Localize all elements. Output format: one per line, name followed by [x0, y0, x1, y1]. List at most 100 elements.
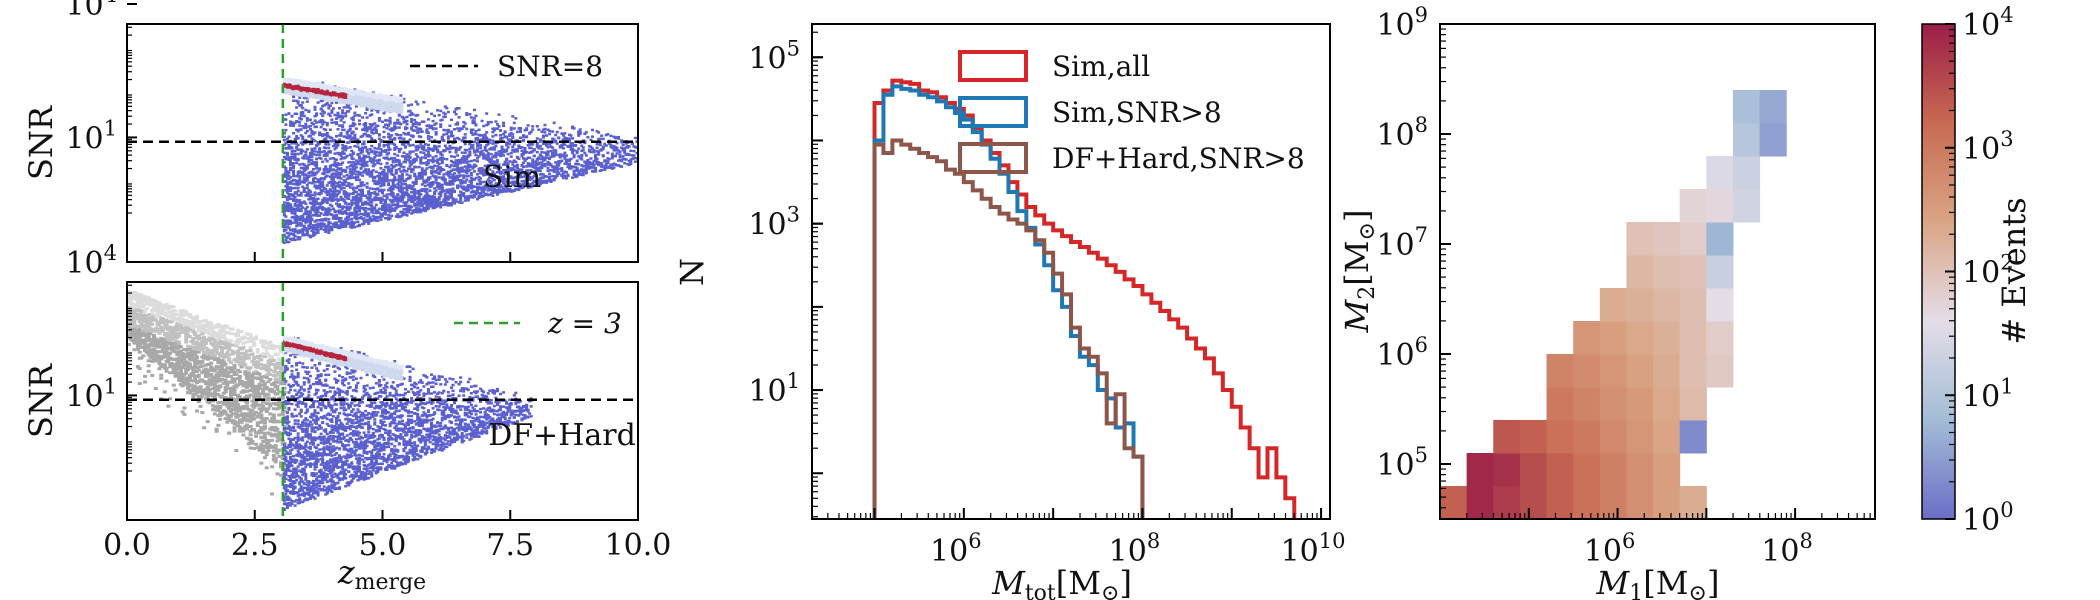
- blue-density-cell: [417, 198, 421, 202]
- blue-density-cell: [359, 199, 363, 202]
- blue-density-cell: [290, 228, 294, 232]
- blue-density-cell: [296, 148, 300, 151]
- sim-annotation: Sim: [483, 160, 542, 195]
- blue-density-cell: [311, 208, 315, 212]
- blue-density-cell: [411, 150, 415, 153]
- blue-density-cell: [413, 182, 417, 185]
- blue-density-cell: [387, 148, 391, 151]
- blue-density-cell: [293, 155, 297, 159]
- blue-density-cell: [313, 173, 317, 177]
- blue-density-cell: [411, 211, 415, 214]
- blue-density-cell: [350, 213, 354, 217]
- blue-density-cell: [356, 193, 360, 196]
- grey-density-cell: [153, 350, 158, 354]
- blue-density-cell: [449, 194, 453, 198]
- blue-density-cell: [288, 159, 292, 163]
- blue-density-cell: [410, 163, 414, 166]
- blue-density-cell: [348, 168, 352, 171]
- grey-density-cell: [157, 306, 162, 310]
- blue-density-cell: [459, 201, 463, 204]
- blue-density-cell: [563, 162, 567, 166]
- blue-density-cell: [348, 134, 352, 138]
- blue-density-cell: [361, 150, 365, 154]
- blue-density-cell: [442, 139, 446, 143]
- blue-density-cell: [492, 146, 496, 149]
- blue-density-cell: [315, 125, 319, 129]
- blue-density-cell: [483, 138, 487, 141]
- blue-density-cell: [417, 177, 421, 180]
- blue-density-cell: [552, 155, 556, 158]
- blue-density-cell: [390, 172, 394, 176]
- blue-density-cell: [480, 119, 484, 123]
- blue-density-cell: [348, 174, 352, 178]
- blue-density-cell: [334, 198, 338, 201]
- blue-density-cell: [345, 177, 349, 181]
- blue-density-cell: [304, 173, 308, 176]
- blue-density-cell: [491, 142, 495, 145]
- blue-density-cell: [282, 118, 286, 121]
- blue-density-cell: [333, 180, 337, 184]
- blue-density-cell: [305, 183, 309, 187]
- blue-density-cell: [295, 145, 299, 149]
- blue-density-cell: [572, 127, 576, 130]
- blue-density-cell: [491, 172, 495, 176]
- blue-density-cell: [572, 144, 576, 147]
- blue-density-cell: [439, 119, 443, 122]
- blue-density-cell: [580, 168, 584, 171]
- blue-density-cell: [449, 118, 453, 122]
- blue-density-cell: [529, 185, 533, 189]
- blue-density-cell: [552, 178, 556, 182]
- blue-density-cell: [422, 196, 426, 199]
- blue-density-cell: [488, 160, 492, 163]
- blue-density-cell: [495, 166, 499, 170]
- blue-density-cell: [356, 175, 360, 179]
- grey-density-cell: [144, 313, 149, 317]
- blue-density-cell: [621, 143, 625, 147]
- blue-density-cell: [357, 114, 361, 117]
- blue-density-cell: [577, 132, 581, 135]
- blue-density-cell: [531, 176, 535, 179]
- blue-density-cell: [282, 143, 286, 147]
- blue-density-cell: [341, 125, 345, 129]
- blue-density-cell: [288, 168, 292, 172]
- blue-density-cell: [295, 192, 299, 195]
- blue-density-cell: [321, 119, 325, 122]
- blue-density-cell: [560, 169, 564, 173]
- blue-density-cell: [322, 104, 326, 107]
- blue-density-cell: [494, 144, 498, 148]
- blue-density-cell: [382, 170, 386, 174]
- blue-density-cell: [430, 159, 434, 162]
- blue-density-cell: [446, 174, 450, 177]
- blue-density-cell: [313, 220, 317, 223]
- blue-density-cell: [532, 180, 536, 183]
- blue-density-cell: [308, 142, 312, 146]
- blue-density-cell: [362, 159, 366, 163]
- blue-density-cell: [446, 198, 450, 201]
- blue-density-cell: [436, 168, 440, 171]
- blue-density-cell: [620, 165, 624, 168]
- blue-density-cell: [543, 131, 547, 134]
- blue-density-cell: [351, 196, 355, 199]
- blue-density-cell: [474, 190, 478, 194]
- blue-density-cell: [531, 160, 535, 164]
- blue-density-cell: [322, 177, 326, 180]
- blue-density-cell: [287, 143, 291, 147]
- blue-density-cell: [411, 135, 415, 138]
- blue-density-cell: [420, 174, 424, 178]
- blue-density-cell: [393, 148, 397, 151]
- blue-density-cell: [336, 162, 340, 165]
- blue-density-cell: [405, 156, 409, 159]
- blue-density-cell: [465, 195, 469, 198]
- blue-density-cell: [351, 172, 355, 175]
- blue-density-cell: [391, 182, 395, 185]
- blue-density-cell: [515, 156, 519, 159]
- blue-density-cell: [485, 136, 489, 140]
- blue-density-cell: [328, 169, 332, 172]
- blue-density-cell: [410, 191, 414, 194]
- blue-density-cell: [399, 195, 403, 198]
- blue-density-cell: [324, 226, 328, 230]
- blue-density-cell: [428, 195, 432, 199]
- blue-density-cell: [305, 165, 309, 168]
- blue-density-cell: [396, 199, 400, 202]
- blue-density-cell: [499, 129, 503, 132]
